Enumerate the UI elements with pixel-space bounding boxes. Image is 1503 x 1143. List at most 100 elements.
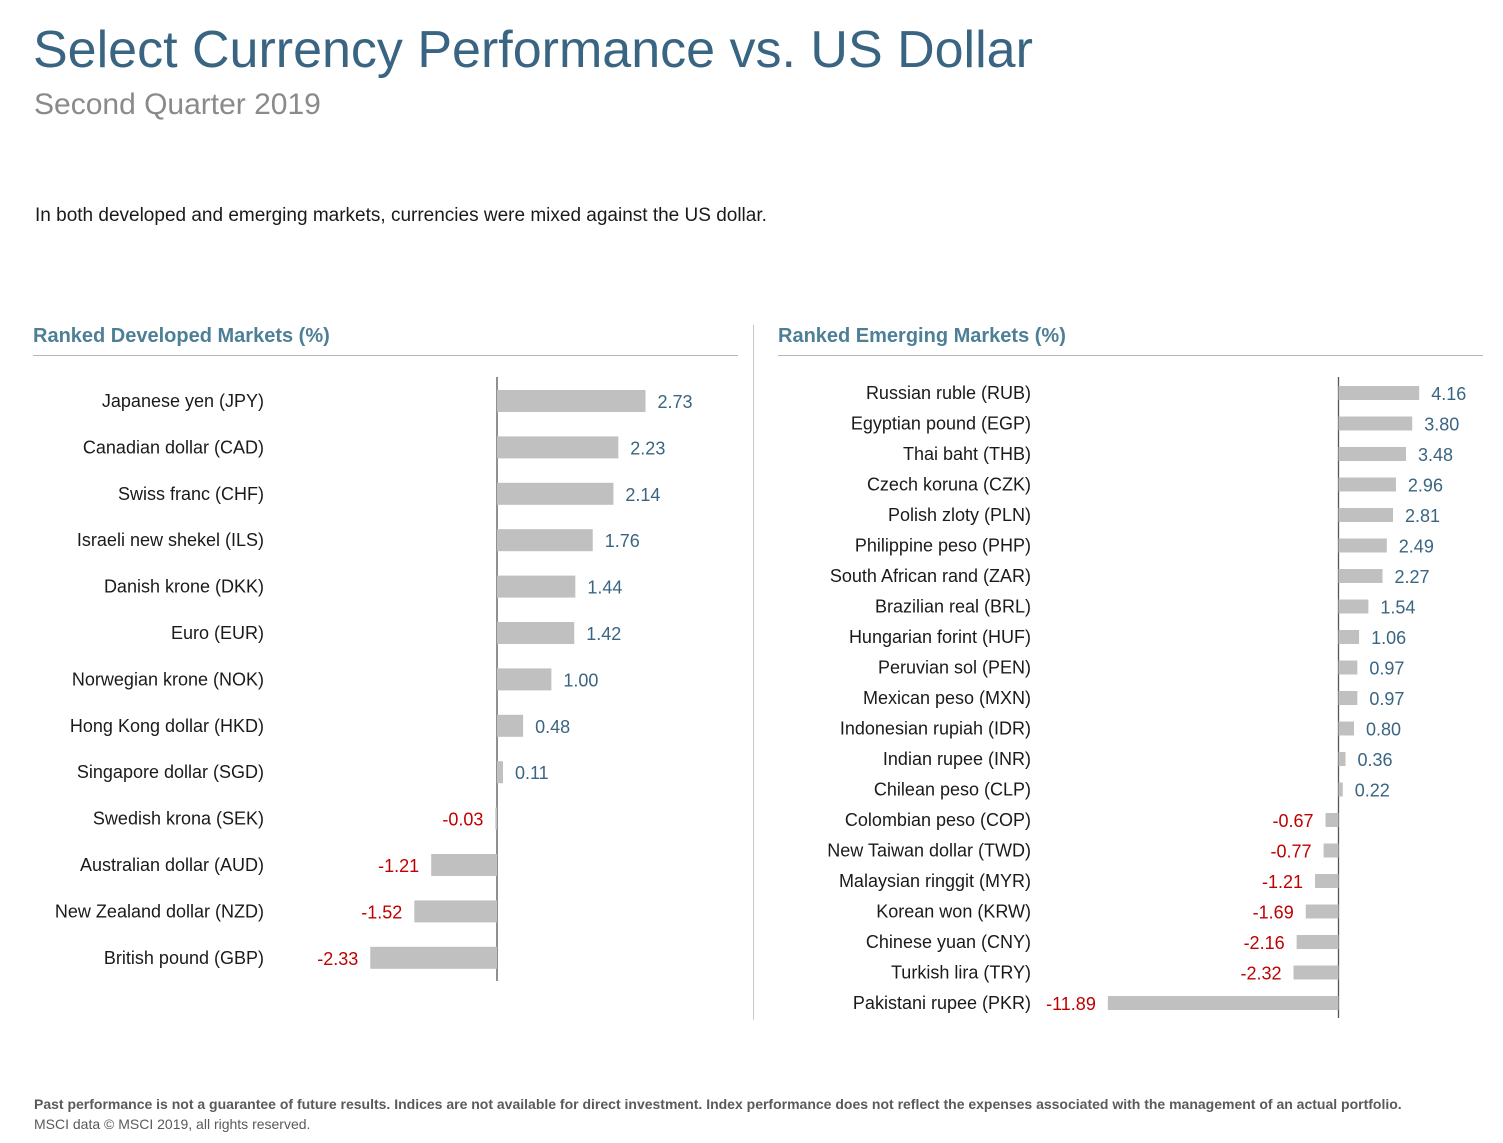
page-subtitle: Second Quarter 2019 xyxy=(34,88,321,121)
bar-turkish-lira-try xyxy=(1293,965,1339,980)
category-label-hungarian-forint-huf: Hungarian forint (HUF) xyxy=(849,627,1031,647)
value-label-philippine-peso-php: 2.49 xyxy=(1399,537,1434,557)
category-label-philippine-peso-php: Philippine peso (PHP) xyxy=(855,536,1031,556)
category-label-russian-ruble-rub: Russian ruble (RUB) xyxy=(866,383,1031,403)
value-label-turkish-lira-try: -2.32 xyxy=(1240,964,1281,984)
category-label-chilean-peso-clp: Chilean peso (CLP) xyxy=(874,780,1031,800)
category-label-peruvian-sol-pen: Peruvian sol (PEN) xyxy=(878,658,1031,678)
category-label-pakistani-rupee-pkr: Pakistani rupee (PKR) xyxy=(853,993,1031,1013)
bar-thai-baht-thb xyxy=(1338,447,1407,461)
category-label-swedish-krona-sek: Swedish krona (SEK) xyxy=(93,809,264,829)
bar-hungarian-forint-huf xyxy=(1338,630,1360,644)
bar-malaysian-ringgit-myr xyxy=(1315,874,1339,888)
developed-panel-title: Ranked Developed Markets (%) xyxy=(33,325,330,347)
category-label-chinese-yuan-cny: Chinese yuan (CNY) xyxy=(866,932,1031,952)
bar-pakistani-rupee-pkr xyxy=(1107,996,1339,1010)
bar-norwegian-krone-nok xyxy=(497,668,552,691)
category-label-czech-koruna-czk: Czech koruna (CZK) xyxy=(867,475,1031,495)
value-label-brazilian-real-brl: 1.54 xyxy=(1380,598,1415,618)
bar-swiss-franc-chf xyxy=(497,482,614,505)
value-label-chinese-yuan-cny: -2.16 xyxy=(1244,933,1285,953)
value-label-czech-koruna-czk: 2.96 xyxy=(1408,476,1443,496)
developed-panel-rule xyxy=(33,355,738,356)
category-label-brazilian-real-brl: Brazilian real (BRL) xyxy=(875,597,1031,617)
bar-hong-kong-dollar-hkd xyxy=(497,714,524,737)
emerging-panel-rule xyxy=(778,355,1483,356)
value-label-norwegian-krone-nok: 1.00 xyxy=(563,670,598,690)
developed-markets-chart: Japanese yen (JPY) 2.73 Canadian dollar (C… xyxy=(55,377,693,981)
bar-new-zealand-dollar-nzd xyxy=(414,900,497,923)
value-label-colombian-peso-cop: -0.67 xyxy=(1272,811,1313,831)
category-label-turkish-lira-try: Turkish lira (TRY) xyxy=(891,963,1031,983)
value-label-hungarian-forint-huf: 1.06 xyxy=(1371,628,1406,648)
value-label-pakistani-rupee-pkr: -11.89 xyxy=(1046,994,1096,1014)
bar-israeli-new-shekel-ils xyxy=(497,529,593,552)
category-label-british-pound-gbp: British pound (GBP) xyxy=(104,948,264,968)
value-label-mexican-peso-mxn: 0.97 xyxy=(1369,689,1404,709)
value-label-new-taiwan-dollar-twd: -0.77 xyxy=(1271,842,1312,862)
disclaimer-text: Past performance is not a guarantee of f… xyxy=(34,1096,1402,1112)
category-label-colombian-peso-cop: Colombian peso (COP) xyxy=(845,810,1031,830)
bar-brazilian-real-brl xyxy=(1338,599,1369,614)
bar-british-pound-gbp xyxy=(370,946,497,969)
value-label-canadian-dollar-cad: 2.23 xyxy=(630,438,665,458)
category-label-norwegian-krone-nok: Norwegian krone (NOK) xyxy=(72,669,264,689)
bar-swedish-krona-sek xyxy=(495,807,497,830)
category-label-euro-eur: Euro (EUR) xyxy=(171,623,264,643)
bar-singapore-dollar-sgd xyxy=(497,761,503,784)
value-label-israeli-new-shekel-ils: 1.76 xyxy=(605,531,640,551)
bar-australian-dollar-aud xyxy=(431,854,497,876)
value-label-indonesian-rupiah-idr: 0.80 xyxy=(1366,720,1401,740)
value-label-malaysian-ringgit-myr: -1.21 xyxy=(1262,872,1303,892)
panel-divider xyxy=(753,325,754,1020)
value-label-indian-rupee-inr: 0.36 xyxy=(1357,750,1392,770)
bar-canadian-dollar-cad xyxy=(497,436,619,459)
category-label-canadian-dollar-cad: Canadian dollar (CAD) xyxy=(83,437,264,457)
value-label-danish-krone-dkk: 1.44 xyxy=(587,578,622,598)
category-label-japanese-yen-jpy: Japanese yen (JPY) xyxy=(102,391,264,411)
bar-egyptian-pound-egp xyxy=(1338,416,1413,431)
value-label-singapore-dollar-sgd: 0.11 xyxy=(515,763,549,783)
category-label-israeli-new-shekel-ils: Israeli new shekel (ILS) xyxy=(77,530,264,550)
category-label-korean-won-krw: Korean won (KRW) xyxy=(876,902,1031,922)
bar-indian-rupee-inr xyxy=(1338,752,1346,766)
bar-south-african-rand-zar xyxy=(1338,569,1383,583)
bar-indonesian-rupiah-idr xyxy=(1338,721,1355,736)
category-label-south-african-rand-zar: South African rand (ZAR) xyxy=(830,566,1031,586)
page-title: Select Currency Performance vs. US Dolla… xyxy=(33,21,1033,79)
bar-russian-ruble-rub xyxy=(1338,386,1420,400)
bar-peruvian-sol-pen xyxy=(1338,660,1358,675)
bar-chinese-yuan-cny xyxy=(1296,935,1339,949)
category-label-danish-krone-dkk: Danish krone (DKK) xyxy=(104,577,264,597)
category-label-new-taiwan-dollar-twd: New Taiwan dollar (TWD) xyxy=(827,841,1031,861)
value-label-euro-eur: 1.42 xyxy=(586,624,621,644)
value-label-peruvian-sol-pen: 0.97 xyxy=(1369,659,1404,679)
value-label-swiss-franc-chf: 2.14 xyxy=(625,485,660,505)
bar-new-taiwan-dollar-twd xyxy=(1323,843,1339,858)
category-label-polish-zloty-pln: Polish zloty (PLN) xyxy=(888,505,1031,525)
value-label-new-zealand-dollar-nzd: -1.52 xyxy=(361,902,402,922)
category-label-thai-baht-thb: Thai baht (THB) xyxy=(903,444,1031,464)
source-text: MSCI data © MSCI 2019, all rights reserv… xyxy=(34,1116,311,1132)
category-label-malaysian-ringgit-myr: Malaysian ringgit (MYR) xyxy=(839,871,1031,891)
bar-euro-eur xyxy=(497,622,575,644)
bar-czech-koruna-czk xyxy=(1338,477,1396,492)
value-label-polish-zloty-pln: 2.81 xyxy=(1405,506,1440,526)
bar-danish-krone-dkk xyxy=(497,575,576,598)
category-label-egyptian-pound-egp: Egyptian pound (EGP) xyxy=(851,414,1031,434)
emerging-markets-chart: Russian ruble (RUB) 4.16 Egyptian pound (E… xyxy=(827,377,1466,1018)
bar-mexican-peso-mxn xyxy=(1338,691,1358,705)
value-label-egyptian-pound-egp: 3.80 xyxy=(1424,415,1459,435)
value-label-japanese-yen-jpy: 2.73 xyxy=(658,392,693,412)
emerging-panel-title: Ranked Emerging Markets (%) xyxy=(778,325,1066,347)
category-label-mexican-peso-mxn: Mexican peso (MXN) xyxy=(863,688,1031,708)
intro-text: In both developed and emerging markets, … xyxy=(35,205,767,226)
value-label-hong-kong-dollar-hkd: 0.48 xyxy=(535,717,570,737)
value-label-russian-ruble-rub: 4.16 xyxy=(1431,384,1466,404)
category-label-indonesian-rupiah-idr: Indonesian rupiah (IDR) xyxy=(840,719,1031,739)
category-label-swiss-franc-chf: Swiss franc (CHF) xyxy=(118,484,264,504)
category-label-singapore-dollar-sgd: Singapore dollar (SGD) xyxy=(77,762,264,782)
value-label-swedish-krona-sek: -0.03 xyxy=(442,810,483,830)
value-label-south-african-rand-zar: 2.27 xyxy=(1395,567,1430,587)
